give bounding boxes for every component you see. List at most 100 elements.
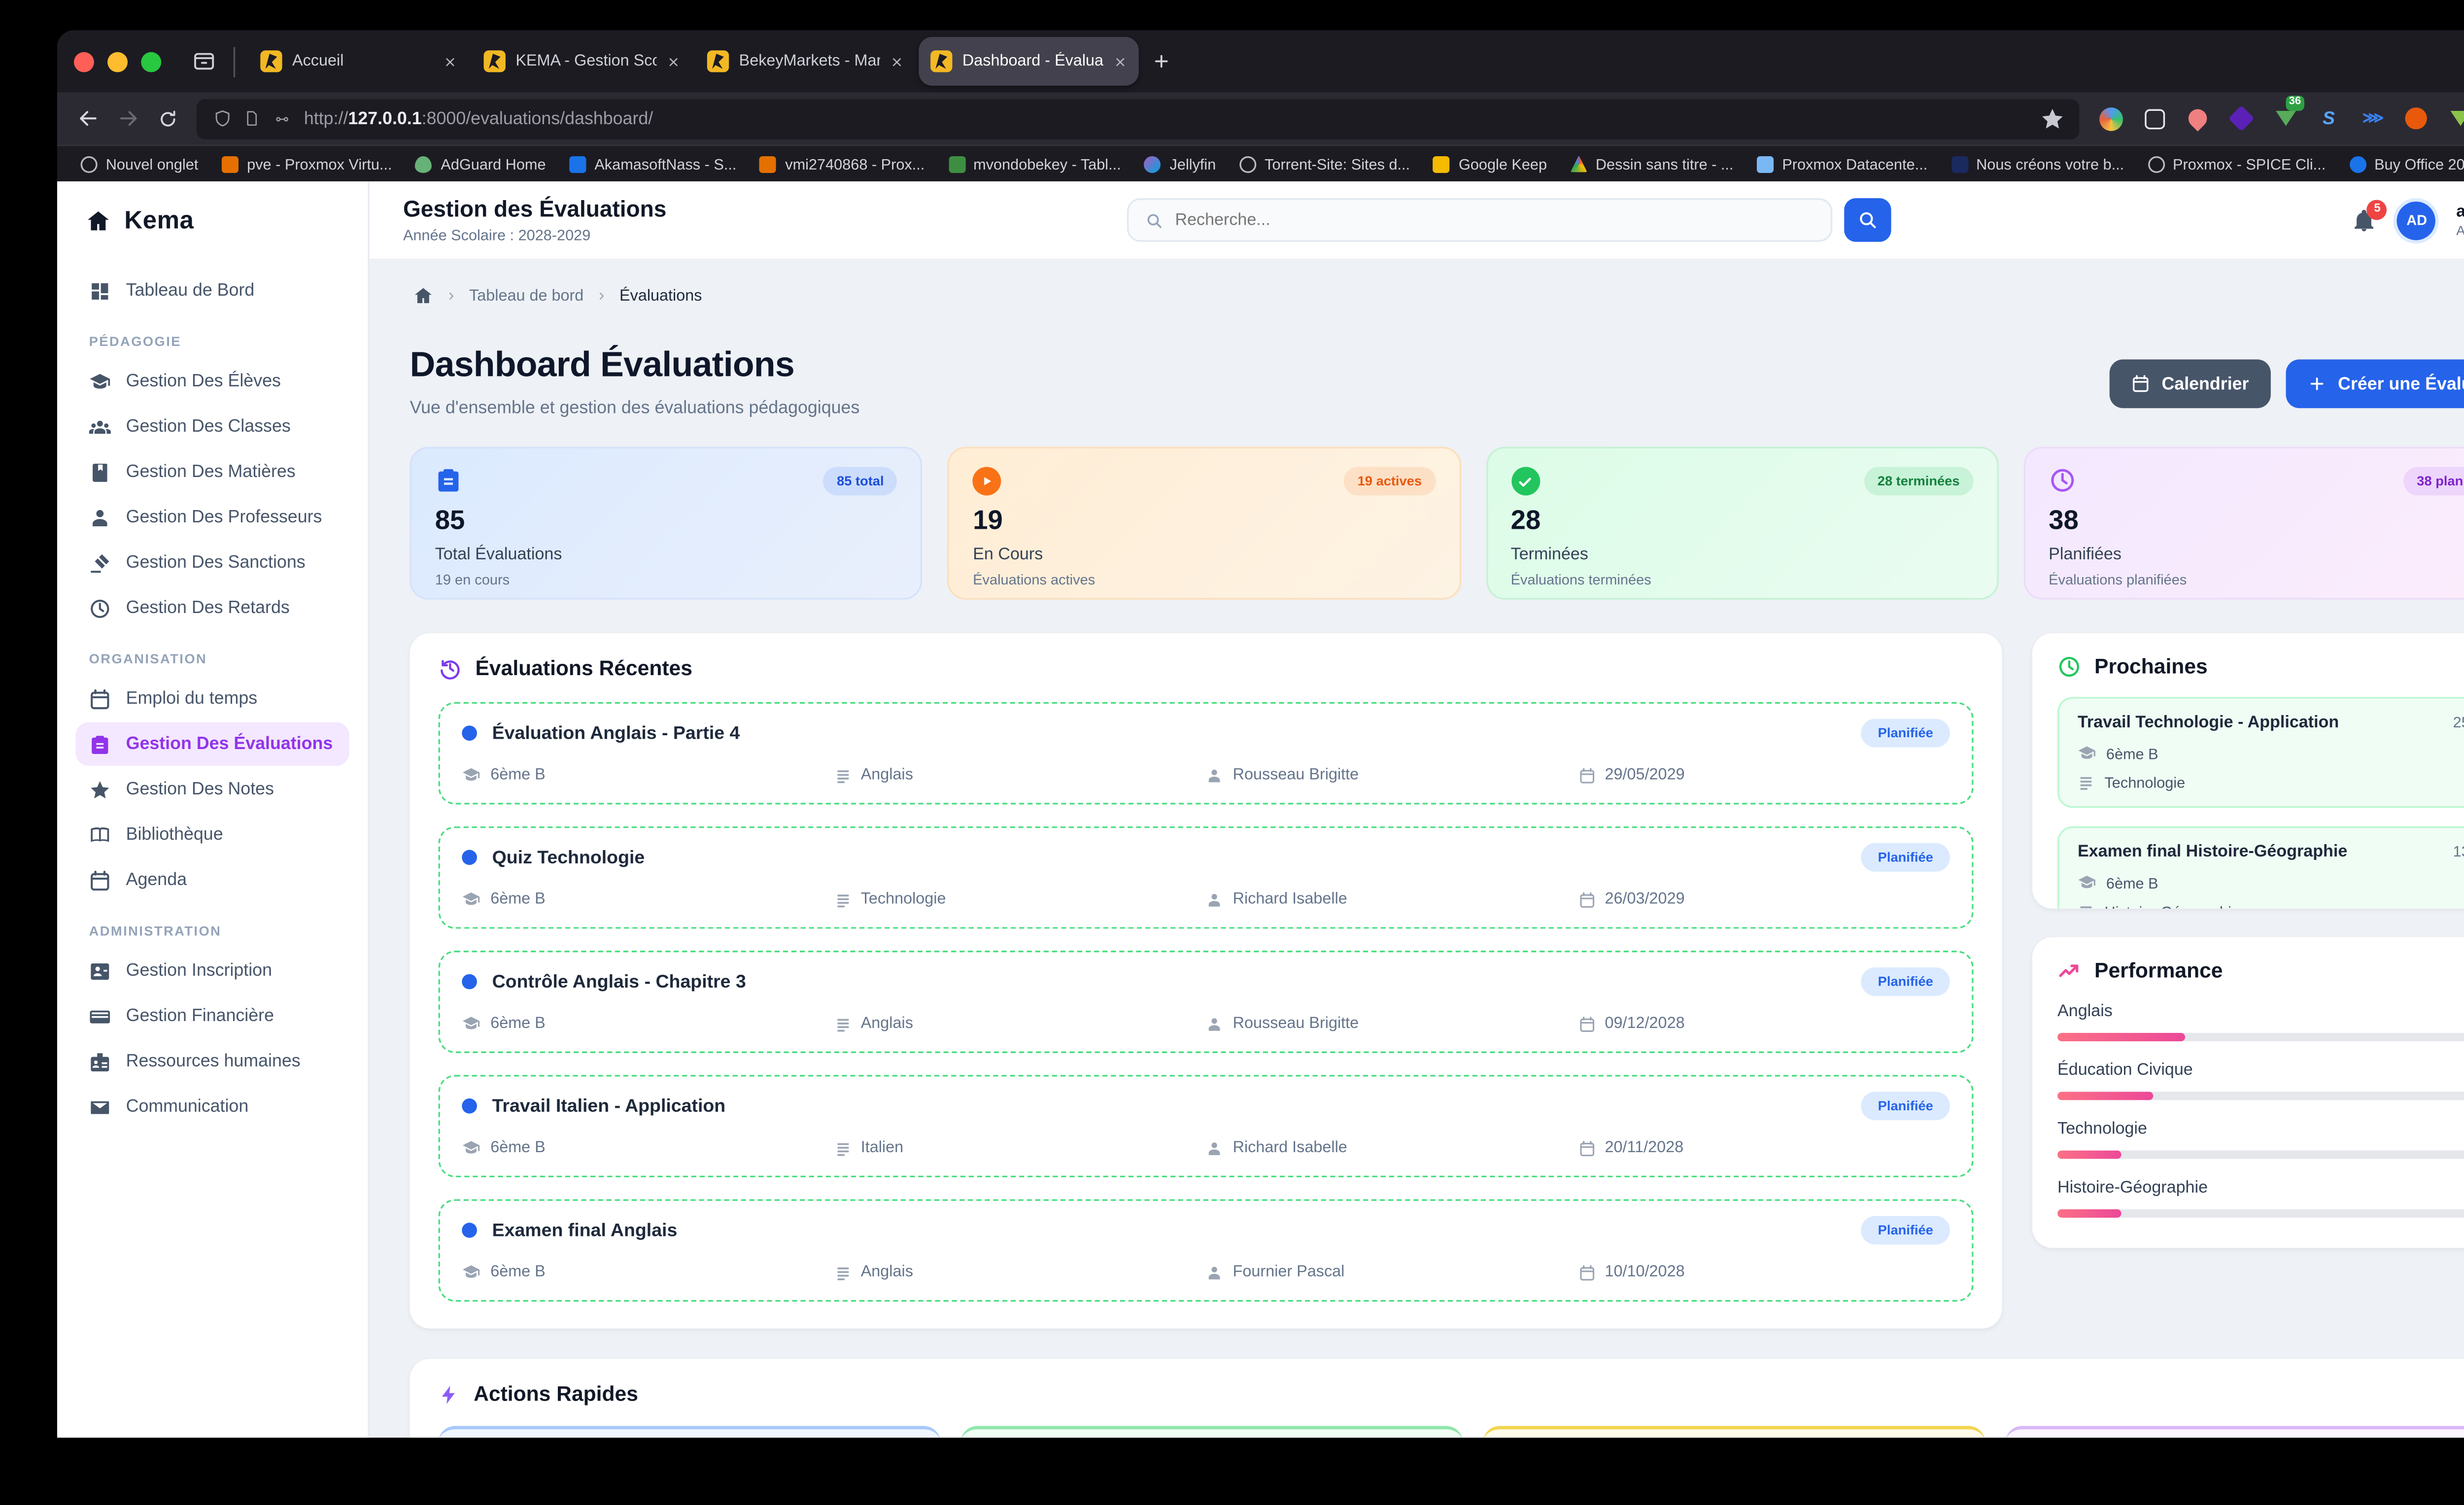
sidebar-item-retards[interactable]: Gestion Des Retards bbox=[75, 586, 349, 630]
bookmark-item[interactable]: Dessin sans titre - ... bbox=[1570, 155, 1733, 172]
sidebar-item-dashboard[interactable]: Tableau de Bord bbox=[75, 269, 349, 312]
sidebar-item-agenda[interactable]: Agenda bbox=[75, 858, 349, 902]
stat-card-total[interactable]: 85 total 85 Total Évaluations 19 en cour… bbox=[410, 446, 923, 600]
bookmark-star-icon[interactable] bbox=[2042, 108, 2062, 129]
evaluation-row[interactable]: Évaluation Anglais - Partie 4 Planifiée … bbox=[438, 702, 1974, 805]
bookmark-item[interactable]: pve - Proxmox Virtu... bbox=[222, 155, 392, 172]
sidebar-item-matieres[interactable]: Gestion Des Matières bbox=[75, 450, 349, 494]
sidebar-item-classes[interactable]: Gestion Des Classes bbox=[75, 405, 349, 448]
sidebar-item-professeurs[interactable]: Gestion Des Professeurs bbox=[75, 495, 349, 539]
subject-meta: Anglais bbox=[834, 766, 1206, 785]
stat-badge: 19 actives bbox=[1344, 467, 1436, 496]
clipboard-icon bbox=[435, 467, 462, 494]
upcoming-item-date: 25/02 bbox=[2453, 714, 2464, 731]
sidebar-item-inscription[interactable]: Gestion Inscription bbox=[75, 949, 349, 993]
video-helper-extension-icon[interactable]: ⋙ bbox=[2362, 109, 2384, 126]
tab-close-icon[interactable] bbox=[444, 55, 457, 68]
evaluation-row[interactable]: Examen final Anglais Planifiée 6ème B An… bbox=[438, 1199, 1974, 1302]
clock-icon bbox=[2057, 655, 2081, 679]
browser-tab-3[interactable]: BekeyMarkets - Marketplace E- bbox=[695, 37, 915, 86]
new-tab-button[interactable] bbox=[1152, 52, 1170, 70]
breadcrumb-item[interactable]: Tableau de bord bbox=[469, 286, 584, 305]
tab-favicon bbox=[483, 50, 506, 72]
bookmark-item[interactable]: vmi2740868 - Prox... bbox=[760, 155, 924, 172]
page-scroll-area[interactable]: › Tableau de bord › Évaluations Dashboar… bbox=[370, 260, 2464, 1438]
account-extension-icon[interactable] bbox=[2098, 106, 2123, 131]
forward-button[interactable] bbox=[118, 107, 139, 129]
bookmark-item[interactable]: Nous créons votre b... bbox=[1951, 155, 2124, 172]
action-list[interactable]: Liste Toutes les évaluations bbox=[960, 1426, 1463, 1438]
darkreader-extension-icon[interactable] bbox=[2228, 105, 2255, 132]
tab-close-icon[interactable] bbox=[1114, 55, 1127, 68]
app-logo[interactable]: Kema bbox=[86, 206, 349, 235]
close-window-button[interactable] bbox=[73, 51, 94, 71]
search-button[interactable] bbox=[1844, 198, 1892, 242]
create-evaluation-button[interactable]: Créer une Évaluation bbox=[2286, 359, 2464, 409]
bookmark-item[interactable]: Proxmox - SPICE Cli... bbox=[2147, 155, 2326, 172]
s-extension-icon[interactable]: S bbox=[2322, 108, 2335, 129]
bookmark-item[interactable]: Torrent-Site: Sites d... bbox=[1239, 155, 1410, 172]
bookmark-item[interactable]: mvondobekey - Tabl... bbox=[948, 155, 1121, 172]
sidebar-item-ressources-humaines[interactable]: Ressources humaines bbox=[75, 1040, 349, 1084]
sidebar-item-eleves[interactable]: Gestion Des Élèves bbox=[75, 359, 349, 403]
addon-extension-icon[interactable] bbox=[2141, 106, 2166, 131]
bookmark-item[interactable]: Google Keep bbox=[1433, 155, 1547, 172]
action-create[interactable]: Créer Nouvelle évaluation bbox=[438, 1426, 941, 1438]
calendar-button[interactable]: Calendrier bbox=[2109, 359, 2271, 409]
stat-card-terminees[interactable]: 28 terminées 28 Terminées Évaluations te… bbox=[1485, 446, 1998, 600]
sidebar-item-emploi-du-temps[interactable]: Emploi du temps bbox=[75, 677, 349, 721]
tab-overview-icon[interactable] bbox=[192, 49, 217, 74]
evaluation-row[interactable]: Travail Italien - Application Planifiée … bbox=[438, 1075, 1974, 1178]
user-info[interactable]: admin Administrateur bbox=[2456, 203, 2464, 238]
minimize-window-button[interactable] bbox=[107, 51, 128, 71]
adguard-extension-icon[interactable] bbox=[2185, 105, 2211, 132]
downthemall-extension-icon[interactable] bbox=[2447, 106, 2464, 131]
site-icon bbox=[1951, 155, 1968, 172]
browser-tab-active[interactable]: Dashboard - Évaluations - KEMA bbox=[919, 36, 1139, 86]
sidebar-item-sanctions[interactable]: Gestion Des Sanctions bbox=[75, 541, 349, 584]
sidebar-item-communication[interactable]: Communication bbox=[75, 1085, 349, 1129]
sidebar-group-pedagogie: PÉDAGOGIE bbox=[89, 334, 181, 349]
action-statistics[interactable]: Statistiques Analyses détaillées bbox=[2005, 1426, 2464, 1438]
tracking-shield-icon[interactable] bbox=[213, 109, 232, 128]
reload-button[interactable] bbox=[158, 108, 178, 129]
tab-separator bbox=[233, 46, 236, 77]
bookmark-item[interactable]: AkamasoftNass - S... bbox=[569, 155, 736, 172]
bookmark-item[interactable]: AdGuard Home bbox=[415, 155, 546, 172]
calendar-icon bbox=[1578, 891, 1595, 908]
notifications-bell[interactable]: 5 bbox=[2352, 199, 2388, 233]
sidebar-item-bibliotheque[interactable]: Bibliothèque bbox=[75, 813, 349, 857]
bookmark-item[interactable]: Proxmox Datacente... bbox=[1757, 155, 1927, 172]
maximize-window-button[interactable] bbox=[141, 51, 162, 71]
tab-close-icon[interactable] bbox=[667, 55, 680, 68]
sidebar-item-financiere[interactable]: Gestion Financière bbox=[75, 994, 349, 1038]
avatar[interactable]: AD bbox=[2397, 201, 2436, 239]
permissions-icon[interactable] bbox=[272, 110, 292, 127]
action-calendar[interactable]: Calendrier Vue calendrier bbox=[1483, 1426, 1985, 1438]
browser-tab-2[interactable]: KEMA - Gestion Scolaire Compl bbox=[472, 37, 692, 86]
bookmark-item[interactable]: Buy Office 2021 Pro... bbox=[2349, 155, 2464, 172]
sidebar-item-evaluations[interactable]: Gestion Des Évaluations bbox=[75, 722, 349, 766]
upcoming-item[interactable]: Examen final Histoire-Géographie 13/03 6… bbox=[2057, 826, 2464, 909]
evaluation-row[interactable]: Contrôle Anglais - Chapitre 3 Planifiée … bbox=[438, 951, 1974, 1053]
browser-tab-1[interactable]: Accueil bbox=[248, 37, 468, 86]
stat-badge: 28 terminées bbox=[1864, 467, 1973, 496]
tampermonkey-extension-icon[interactable] bbox=[2403, 106, 2429, 131]
upcoming-item[interactable]: Travail Technologie - Application 25/02 … bbox=[2057, 697, 2464, 808]
chevron-right-icon: › bbox=[598, 286, 605, 305]
bookmark-item[interactable]: Nouvel onglet bbox=[80, 155, 198, 172]
url-bar[interactable]: http://127.0.0.1:8000/evaluations/dashbo… bbox=[196, 98, 2080, 139]
page-info-icon[interactable] bbox=[243, 109, 260, 128]
performance-row: Technologie12 bbox=[2057, 1120, 2464, 1159]
back-button[interactable] bbox=[77, 107, 99, 129]
sidebar-item-notes[interactable]: Gestion Des Notes bbox=[75, 768, 349, 812]
tab-close-icon[interactable] bbox=[890, 55, 903, 68]
recent-title: Évaluations Récentes bbox=[475, 656, 692, 681]
evaluation-row[interactable]: Quiz Technologie Planifiée 6ème B Techno… bbox=[438, 826, 1974, 929]
downloads-extension-icon[interactable]: 36 bbox=[2272, 96, 2305, 131]
stat-card-en-cours[interactable]: 19 actives 19 En Cours Évaluations activ… bbox=[948, 446, 1461, 600]
breadcrumb-home-icon[interactable] bbox=[413, 285, 433, 306]
stat-card-planifiees[interactable]: 38 planifiées 38 Planifiées Évaluations … bbox=[2023, 446, 2464, 600]
search-input[interactable] bbox=[1175, 210, 1814, 230]
bookmark-item[interactable]: Jellyfin bbox=[1144, 155, 1216, 172]
